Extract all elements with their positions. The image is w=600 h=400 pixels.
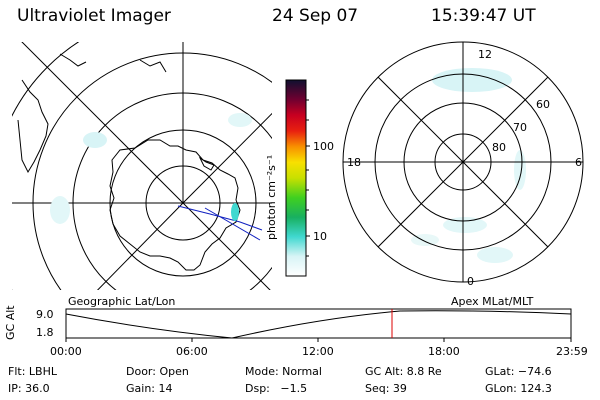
mlt-label-6: 6: [575, 156, 582, 169]
status-ip: IP: 36.0: [8, 382, 50, 395]
status-gain: Gain: 14: [126, 382, 173, 395]
timeline-right-title: Apex MLat/MLT: [451, 295, 534, 308]
color-bar: [285, 79, 307, 277]
coastline: [17, 79, 49, 174]
colorbar-tick-10: 10: [313, 230, 327, 243]
timeline-ticks: [65, 338, 572, 342]
status-seq: Seq: 39: [365, 382, 407, 395]
timeline-xtick: 23:59: [556, 345, 588, 358]
color-bar-ticks: [306, 99, 310, 257]
polar-plot: [342, 41, 584, 283]
imager-title: Ultraviolet Imager: [17, 6, 171, 26]
mlat-label-60: 60: [536, 98, 550, 111]
timeline-xtick: 18:00: [428, 345, 460, 358]
mlt-label-18: 18: [347, 156, 361, 169]
status-gc-alt: GC Alt: 8.8 Re: [365, 365, 442, 378]
status-mode: Mode: Normal: [245, 365, 322, 378]
mlt-label-12: 12: [478, 48, 492, 61]
status-dsp: Dsp: −1.5: [245, 382, 308, 395]
timeline-ytick-top: 9.0: [36, 308, 54, 321]
timeline-axis-label: GC Alt: [4, 305, 17, 340]
timeline-frame: [65, 308, 572, 339]
time-label: 15:39:47 UT: [431, 6, 536, 26]
timeline-xtick: 06:00: [176, 345, 208, 358]
mlat-label-80: 80: [492, 141, 506, 154]
timeline-xtick: 00:00: [50, 345, 82, 358]
timeline-left-title: Geographic Lat/Lon: [68, 295, 176, 308]
geographic-map: [12, 42, 272, 290]
colorbar-tick-100: 100: [313, 140, 334, 153]
timeline-ytick-bottom: 1.8: [36, 326, 54, 339]
status-door: Door: Open: [126, 365, 189, 378]
colorbar-unit-label: photon cm⁻²s⁻¹: [265, 154, 278, 240]
timeline-xtick: 12:00: [302, 345, 334, 358]
mlt-label-0: 0: [467, 275, 474, 288]
altitude-curve: [65, 310, 572, 339]
mlat-label-70: 70: [513, 121, 527, 134]
status-glat: GLat: −74.6: [485, 365, 552, 378]
continent-outline: [109, 139, 241, 271]
status-glon: GLon: 124.3: [485, 382, 552, 395]
date-label: 24 Sep 07: [272, 6, 359, 26]
status-filter: Flt: LBHL: [8, 365, 57, 378]
